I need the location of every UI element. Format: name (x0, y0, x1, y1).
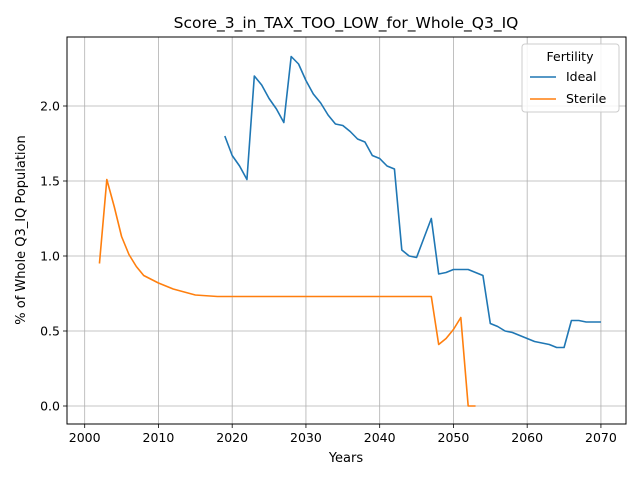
x-tick-label: 2040 (364, 430, 396, 445)
legend: Fertility Ideal Sterile (521, 43, 620, 113)
series-line-sterile (98, 178, 476, 407)
legend-box (521, 43, 620, 113)
x-axis-label: Years (328, 451, 364, 466)
x-tick-label: 2000 (69, 430, 101, 445)
x-tick-label: 2010 (143, 430, 175, 445)
series-line-ideal (224, 55, 601, 349)
x-tick-label: 2050 (438, 430, 470, 445)
chart-title: Score_3_in_TAX_TOO_LOW_for_Whole_Q3_IQ (174, 14, 519, 33)
x-tick-label: 2070 (585, 430, 617, 445)
legend-items: Ideal Sterile (530, 69, 607, 106)
axis-ticks: 2000 2010 2020 2030 2040 2050 2060 2070 0.0 0.5 1.… (40, 99, 617, 446)
y-tick-label: 1.0 (40, 249, 60, 264)
y-tick-label: 1.5 (40, 174, 60, 189)
y-tick-label: 0.0 (40, 399, 60, 414)
legend-title: Fertility (547, 49, 595, 64)
x-tick-label: 2060 (511, 430, 543, 445)
y-tick-label: 2.0 (40, 99, 60, 114)
series-lines (98, 55, 601, 407)
y-axis-label: % of Whole Q3_IQ Population (14, 135, 29, 324)
legend-label-ideal: Ideal (566, 69, 596, 84)
y-tick-label: 0.5 (40, 324, 60, 339)
x-tick-label: 2030 (290, 430, 322, 445)
plot-frame (66, 36, 627, 425)
x-tick-label: 2020 (216, 430, 248, 445)
legend-label-sterile: Sterile (566, 91, 607, 106)
